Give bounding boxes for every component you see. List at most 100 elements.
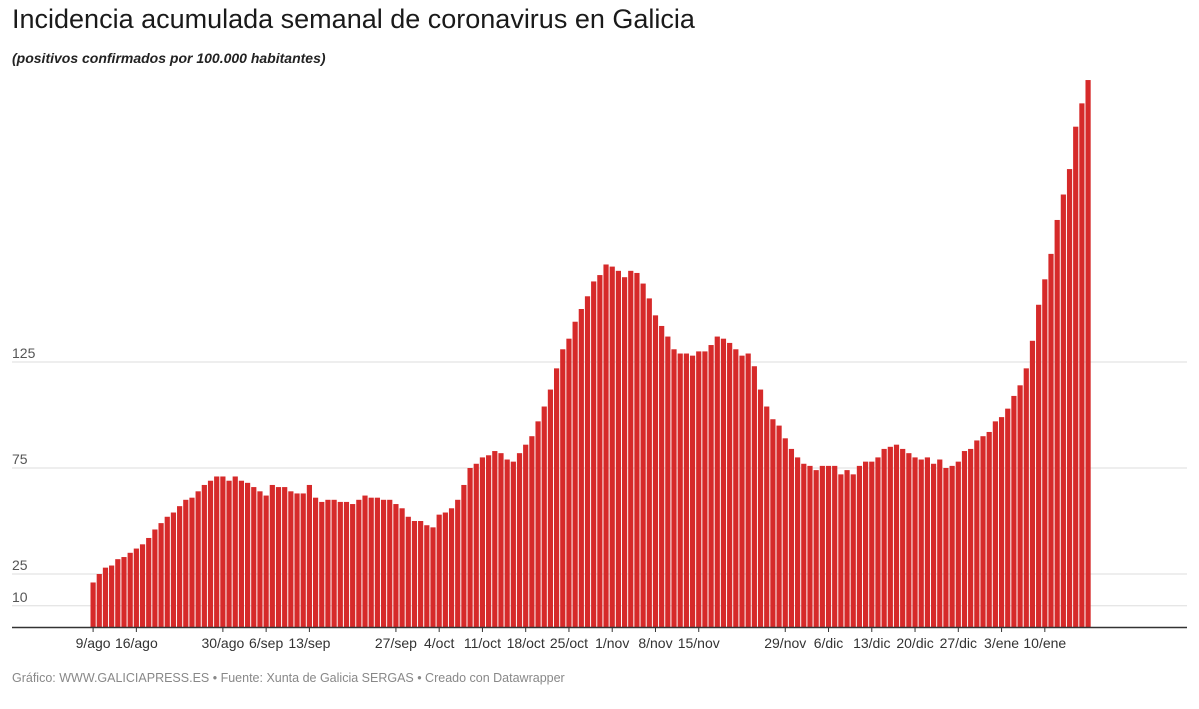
bar: [467, 468, 473, 627]
bar: [708, 345, 714, 627]
bar: [584, 296, 591, 627]
bar: [220, 476, 226, 627]
bar: [930, 463, 937, 627]
x-tick-label: 4/oct: [424, 635, 454, 651]
bar: [856, 465, 863, 627]
bar: [887, 446, 893, 627]
bar: [825, 465, 832, 627]
bar: [523, 444, 529, 627]
bar: [943, 468, 949, 627]
bar: [201, 484, 207, 627]
bar: [133, 548, 139, 627]
bar: [912, 457, 918, 627]
x-tick-label: 3/ene: [984, 635, 1019, 651]
bar: [1029, 340, 1036, 627]
x-tick-label: 25/oct: [550, 635, 588, 651]
bar: [893, 444, 900, 627]
bar: [949, 465, 955, 627]
bar: [245, 482, 251, 627]
bar: [1036, 304, 1042, 627]
bar: [739, 355, 745, 627]
bar: [918, 459, 924, 627]
y-tick-label: 25: [12, 557, 28, 573]
bar: [300, 493, 306, 627]
bar: [751, 366, 757, 627]
bar: [102, 567, 109, 627]
chart-footer: Gráfico: WWW.GALICIAPRESS.ES • Fuente: X…: [12, 671, 565, 685]
bar: [177, 506, 183, 627]
bar: [461, 484, 467, 627]
x-tick-label: 18/oct: [507, 635, 545, 651]
bar: [671, 349, 677, 627]
bar: [720, 338, 727, 627]
bar: [572, 321, 578, 627]
bar: [411, 521, 418, 627]
bar: [665, 336, 671, 627]
x-tick-label: 15/nov: [678, 635, 720, 651]
bar: [1017, 385, 1023, 627]
x-tick-label: 29/nov: [764, 635, 806, 651]
bar: [269, 484, 275, 627]
bar: [566, 338, 572, 627]
bar: [189, 497, 195, 627]
bar: [850, 474, 856, 627]
bar: [263, 495, 269, 627]
bar: [986, 431, 992, 627]
bar: [961, 451, 968, 627]
bar: [430, 527, 436, 627]
bar: [448, 508, 455, 627]
bar: [368, 497, 374, 627]
bar: [764, 406, 770, 627]
bar: [331, 499, 337, 627]
bar: [998, 417, 1005, 627]
x-tick-label: 27/dic: [940, 635, 977, 651]
bar: [974, 440, 980, 627]
bar: [158, 523, 164, 627]
bar: [1054, 219, 1060, 627]
bar: [677, 353, 683, 627]
x-tick-label: 1/nov: [595, 635, 629, 651]
bar: [652, 315, 659, 627]
bar: [863, 461, 869, 627]
bar: [881, 448, 887, 627]
bar: [479, 457, 486, 627]
bar: [757, 389, 764, 627]
x-tick-label: 27/sep: [375, 635, 417, 651]
bar: [609, 266, 615, 627]
bar: [170, 512, 177, 627]
bar: [1066, 169, 1073, 627]
bar: [350, 504, 356, 627]
bar: [776, 425, 782, 627]
chart-title: Incidencia acumulada semanal de coronavi…: [12, 4, 695, 34]
bar: [733, 349, 739, 627]
bar: [306, 484, 312, 627]
bar: [121, 557, 127, 627]
bar: [714, 336, 720, 627]
bar: [362, 495, 368, 627]
bar: [442, 512, 448, 627]
bar: [387, 499, 393, 627]
bar: [770, 419, 776, 627]
y-tick-label: 75: [12, 451, 28, 467]
bar: [634, 272, 640, 627]
x-tick-label: 6/dic: [814, 635, 844, 651]
x-tick-label: 16/ago: [115, 635, 158, 651]
bar: [319, 501, 325, 627]
bar: [727, 342, 733, 627]
bar: [659, 325, 665, 627]
bar: [486, 455, 492, 627]
bar: [541, 406, 547, 627]
bar: [844, 470, 850, 627]
x-tick-label: 13/dic: [853, 635, 890, 651]
bar: [591, 281, 597, 627]
bar: [473, 463, 479, 627]
bar: [788, 448, 795, 627]
bar: [1005, 408, 1011, 627]
x-tick-label: 8/nov: [638, 635, 672, 651]
bar: [1073, 126, 1079, 628]
bar: [813, 470, 819, 627]
bar: [1042, 279, 1048, 627]
bar: [115, 559, 121, 627]
bar: [801, 463, 807, 627]
